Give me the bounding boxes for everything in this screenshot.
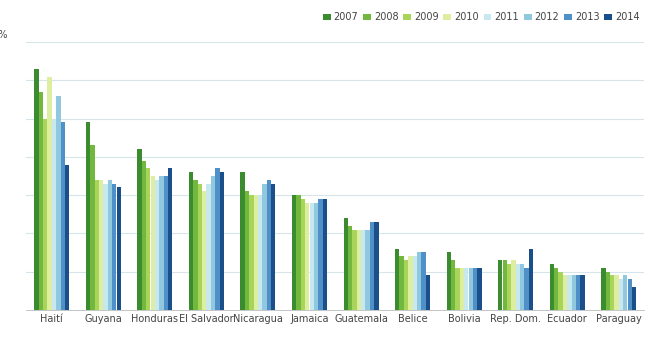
Bar xyxy=(507,264,511,310)
Bar xyxy=(426,275,430,310)
Bar xyxy=(254,195,258,310)
Bar xyxy=(245,191,249,310)
Bar xyxy=(460,268,464,310)
Bar xyxy=(202,191,206,310)
Bar xyxy=(301,199,305,310)
Bar xyxy=(155,180,159,310)
Bar xyxy=(292,195,296,310)
Bar xyxy=(563,275,567,310)
Bar xyxy=(413,256,417,310)
Bar xyxy=(99,180,104,310)
Bar xyxy=(305,203,309,310)
Bar xyxy=(163,176,168,310)
Bar xyxy=(473,268,477,310)
Bar xyxy=(602,268,605,310)
Bar xyxy=(52,119,56,310)
Bar xyxy=(206,184,211,310)
Bar xyxy=(56,96,61,310)
Bar xyxy=(525,268,529,310)
Bar xyxy=(511,260,516,310)
Bar xyxy=(198,184,202,310)
Bar xyxy=(370,222,374,310)
Bar xyxy=(348,226,352,310)
Bar xyxy=(567,275,572,310)
Bar xyxy=(477,268,482,310)
Bar xyxy=(503,260,507,310)
Bar xyxy=(249,195,253,310)
Bar xyxy=(193,180,198,310)
Bar xyxy=(554,268,559,310)
Bar xyxy=(159,176,163,310)
Bar xyxy=(38,92,43,310)
Bar xyxy=(559,271,562,310)
Bar xyxy=(137,149,142,310)
Bar xyxy=(65,164,69,310)
Bar xyxy=(104,184,107,310)
Bar xyxy=(344,218,348,310)
Text: 35%: 35% xyxy=(0,30,7,39)
Bar xyxy=(150,176,155,310)
Legend: 2007, 2008, 2009, 2010, 2011, 2012, 2013, 2014: 2007, 2008, 2009, 2010, 2011, 2012, 2013… xyxy=(323,12,640,22)
Bar xyxy=(623,275,628,310)
Bar xyxy=(61,122,65,310)
Bar xyxy=(572,275,576,310)
Bar xyxy=(219,172,224,310)
Bar xyxy=(456,268,460,310)
Bar xyxy=(35,69,38,310)
Bar xyxy=(615,275,618,310)
Bar xyxy=(451,260,455,310)
Bar xyxy=(215,168,219,310)
Bar xyxy=(400,256,404,310)
Bar xyxy=(267,180,271,310)
Bar xyxy=(404,260,408,310)
Bar xyxy=(447,252,451,310)
Bar xyxy=(168,168,173,310)
Bar xyxy=(549,264,554,310)
Bar xyxy=(48,77,52,310)
Bar xyxy=(318,199,323,310)
Bar xyxy=(529,249,533,310)
Bar xyxy=(365,230,370,310)
Bar xyxy=(112,184,117,310)
Bar xyxy=(618,279,623,310)
Bar xyxy=(271,184,275,310)
Bar xyxy=(258,195,262,310)
Bar xyxy=(309,203,314,310)
Bar xyxy=(323,199,327,310)
Bar xyxy=(142,161,146,310)
Bar xyxy=(211,176,215,310)
Bar xyxy=(314,203,318,310)
Bar xyxy=(90,145,94,310)
Bar xyxy=(408,256,413,310)
Bar xyxy=(576,275,580,310)
Bar xyxy=(361,230,365,310)
Bar xyxy=(469,268,473,310)
Bar xyxy=(520,264,524,310)
Bar xyxy=(516,264,520,310)
Bar xyxy=(86,122,90,310)
Bar xyxy=(189,172,193,310)
Bar xyxy=(240,172,245,310)
Bar xyxy=(421,252,426,310)
Bar xyxy=(395,249,399,310)
Bar xyxy=(610,275,615,310)
Bar xyxy=(94,180,99,310)
Bar xyxy=(262,184,267,310)
Bar xyxy=(464,268,469,310)
Bar xyxy=(498,260,503,310)
Bar xyxy=(605,271,610,310)
Bar xyxy=(43,119,48,310)
Bar xyxy=(352,230,357,310)
Bar xyxy=(628,279,632,310)
Bar xyxy=(374,222,378,310)
Bar xyxy=(296,195,301,310)
Bar xyxy=(108,180,112,310)
Bar xyxy=(146,168,150,310)
Bar xyxy=(117,188,121,310)
Bar xyxy=(632,287,636,310)
Bar xyxy=(581,275,585,310)
Bar xyxy=(417,252,421,310)
Bar xyxy=(357,230,361,310)
